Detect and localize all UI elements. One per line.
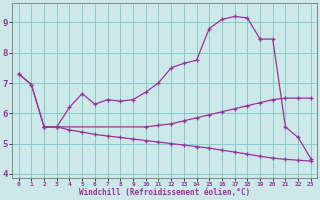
X-axis label: Windchill (Refroidissement éolien,°C): Windchill (Refroidissement éolien,°C): [79, 188, 250, 197]
